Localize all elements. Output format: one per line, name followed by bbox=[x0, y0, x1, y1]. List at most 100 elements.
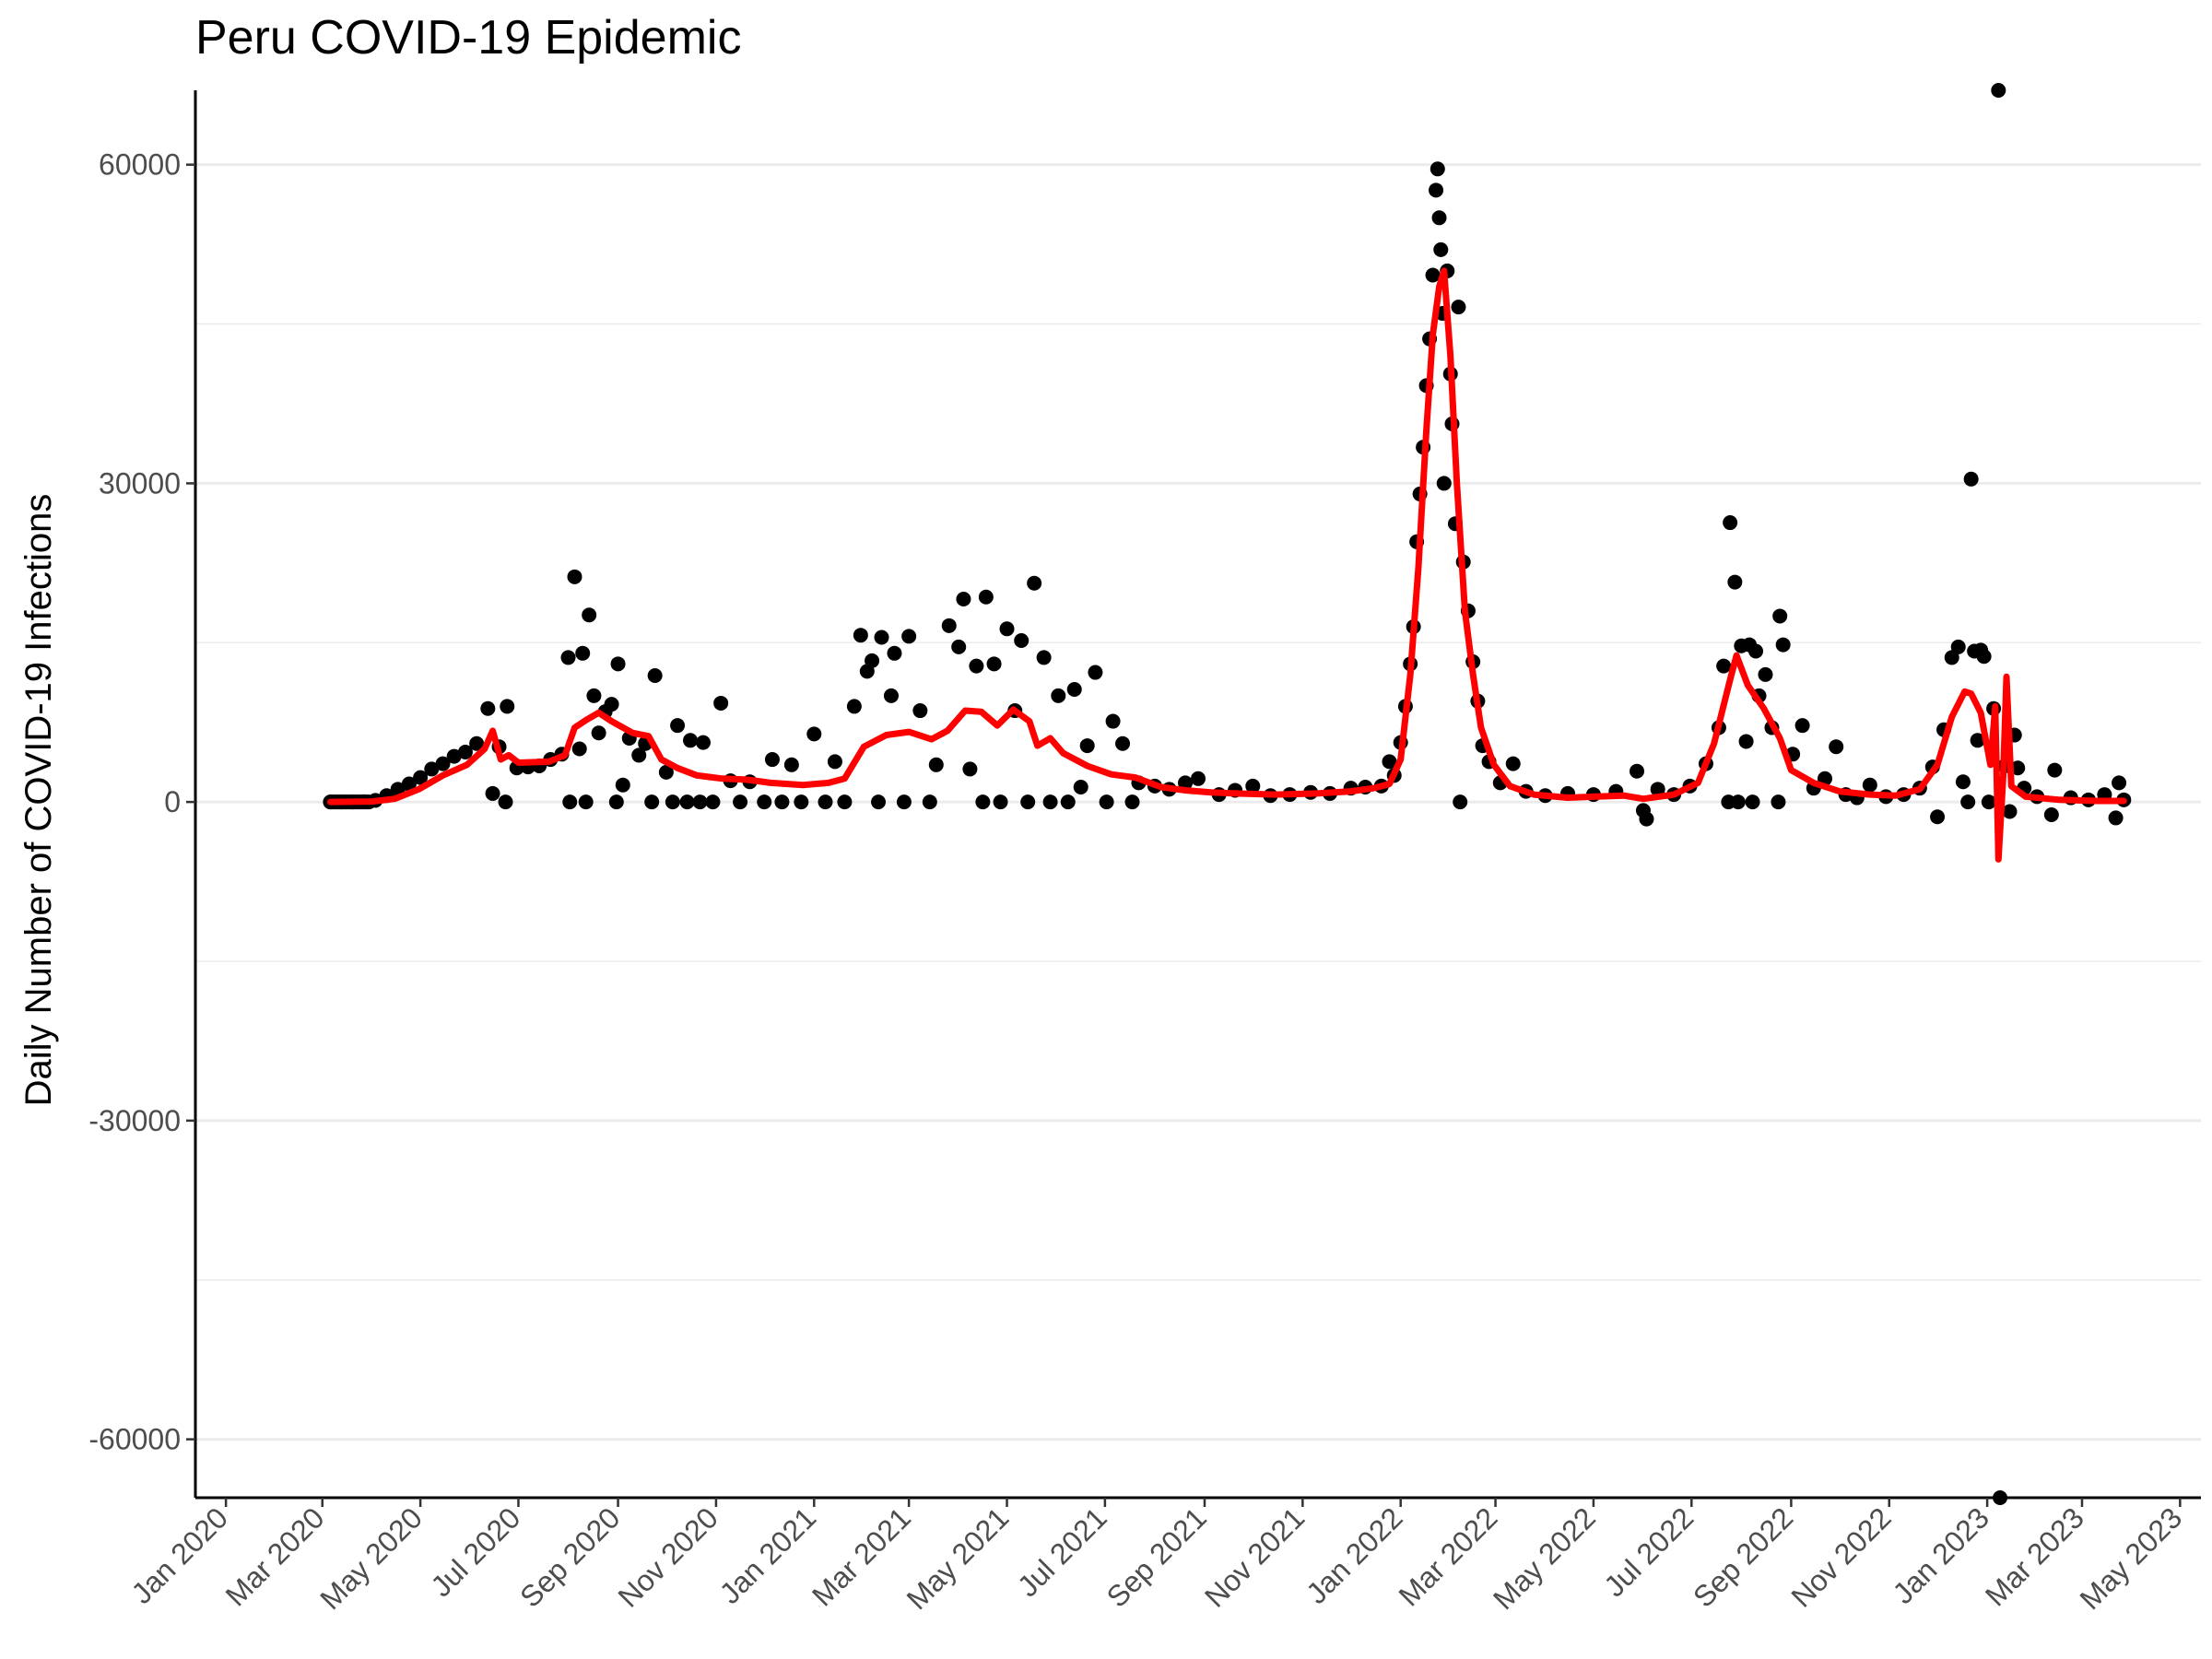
data-point bbox=[1060, 794, 1076, 810]
data-point bbox=[665, 794, 680, 810]
x-tick-label: Nov 2020 bbox=[612, 1500, 724, 1613]
data-point bbox=[1073, 780, 1088, 795]
data-point bbox=[413, 770, 429, 785]
data-point bbox=[1036, 650, 1052, 665]
data-point bbox=[582, 607, 597, 623]
data-point bbox=[2047, 762, 2063, 778]
data-point bbox=[498, 794, 513, 810]
x-tick-label: Jan 2020 bbox=[125, 1500, 235, 1610]
data-point bbox=[2002, 804, 2018, 819]
data-point bbox=[1723, 515, 1738, 531]
x-tick-label: Jul 2020 bbox=[424, 1500, 526, 1603]
smoothed-line bbox=[327, 267, 2127, 863]
data-point bbox=[1829, 739, 1844, 755]
data-point bbox=[560, 650, 576, 665]
data-point bbox=[1079, 738, 1095, 754]
y-tick-label: 0 bbox=[164, 785, 181, 818]
data-point bbox=[575, 645, 591, 661]
x-tick-label: May 2023 bbox=[2073, 1500, 2188, 1616]
data-point bbox=[1433, 241, 1449, 257]
data-point bbox=[1425, 267, 1441, 283]
data-point bbox=[1027, 575, 1042, 591]
data-point bbox=[562, 794, 578, 810]
data-point bbox=[975, 794, 991, 810]
x-tick-label: Mar 2021 bbox=[806, 1500, 917, 1612]
data-point bbox=[578, 794, 594, 810]
y-axis-ticks: 60000 30000 0 -30000 -60000 bbox=[88, 148, 195, 1456]
data-point bbox=[424, 761, 440, 777]
data-point bbox=[757, 794, 772, 810]
data-point bbox=[1088, 665, 1103, 680]
data-point bbox=[874, 629, 889, 645]
data-point bbox=[993, 794, 1008, 810]
data-point bbox=[644, 794, 660, 810]
data-point bbox=[901, 629, 917, 644]
data-point bbox=[912, 703, 928, 719]
data-point bbox=[928, 757, 944, 772]
data-point bbox=[1115, 735, 1131, 751]
x-tick-label: Nov 2021 bbox=[1198, 1500, 1311, 1613]
data-point bbox=[2043, 806, 2059, 822]
data-point bbox=[1431, 210, 1447, 226]
data-point bbox=[591, 725, 606, 741]
data-point bbox=[978, 589, 994, 605]
x-tick-label: Sep 2021 bbox=[1100, 1500, 1213, 1613]
data-point bbox=[683, 733, 699, 748]
data-point bbox=[1014, 632, 1030, 648]
data-point bbox=[647, 668, 663, 684]
data-point bbox=[1245, 778, 1261, 794]
data-point bbox=[1970, 733, 1985, 748]
data-point bbox=[783, 757, 799, 772]
data-point bbox=[1051, 688, 1066, 703]
data-point bbox=[827, 754, 842, 770]
data-point bbox=[986, 656, 1002, 672]
data-point bbox=[837, 794, 853, 810]
data-point bbox=[1630, 763, 1644, 779]
data-point bbox=[2112, 775, 2127, 791]
data-point bbox=[615, 777, 630, 793]
chart-title: Peru COVID-19 Epidemic bbox=[195, 11, 741, 65]
data-point bbox=[1124, 794, 1140, 810]
data-point bbox=[1639, 811, 1654, 827]
data-point bbox=[604, 697, 619, 712]
x-tick-label: May 2022 bbox=[1487, 1500, 1602, 1616]
data-point bbox=[610, 656, 626, 672]
data-point bbox=[1963, 471, 1979, 487]
data-point bbox=[846, 699, 862, 714]
data-point bbox=[500, 699, 515, 714]
data-point bbox=[692, 794, 708, 810]
x-tick-label: Jan 2022 bbox=[1300, 1500, 1409, 1610]
x-tick-label: Jul 2022 bbox=[1597, 1500, 1700, 1603]
x-tick-label: Mar 2020 bbox=[219, 1500, 331, 1612]
data-point bbox=[806, 726, 822, 742]
data-point bbox=[794, 794, 809, 810]
x-tick-label: May 2021 bbox=[900, 1500, 1016, 1616]
data-point bbox=[1099, 794, 1114, 810]
data-point bbox=[865, 653, 880, 668]
data-point bbox=[401, 776, 417, 792]
x-tick-label: Nov 2022 bbox=[1784, 1500, 1897, 1613]
data-point bbox=[586, 688, 602, 703]
data-point bbox=[853, 628, 868, 643]
data-point bbox=[1727, 574, 1743, 590]
data-point bbox=[1066, 681, 1082, 697]
data-point bbox=[1748, 643, 1764, 659]
y-tick-label: -60000 bbox=[88, 1423, 181, 1456]
data-point bbox=[1178, 775, 1194, 791]
data-point bbox=[1716, 658, 1732, 674]
data-point bbox=[896, 794, 912, 810]
data-point bbox=[1775, 637, 1791, 653]
smoothed-line-layer bbox=[327, 267, 2127, 863]
x-tick-label: Sep 2020 bbox=[513, 1500, 626, 1613]
data-point bbox=[1105, 713, 1121, 729]
y-axis-label: Daily Number of COVID-19 Infections bbox=[18, 494, 59, 1107]
data-point bbox=[469, 735, 485, 751]
data-point bbox=[608, 794, 624, 810]
x-tick-label: Jan 2023 bbox=[1886, 1500, 1995, 1610]
data-point bbox=[871, 794, 887, 810]
data-point bbox=[1191, 771, 1206, 786]
data-point bbox=[1758, 666, 1773, 682]
data-point bbox=[658, 764, 674, 780]
